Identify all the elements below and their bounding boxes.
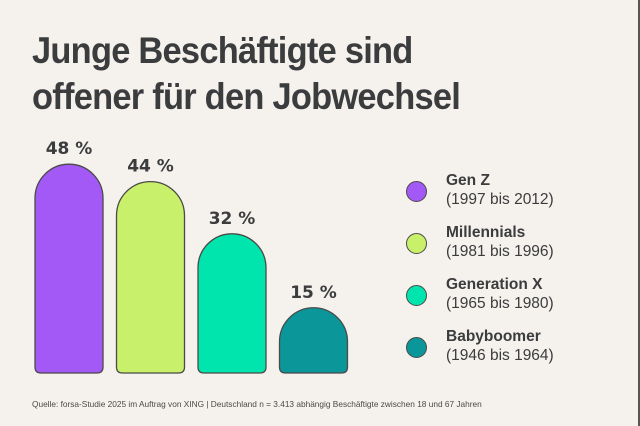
bar-babyboomer (278, 307, 349, 374)
legend-years: (1981 bis 1996) (446, 243, 554, 260)
legend-dot-icon (406, 181, 427, 202)
legend-dot-icon (406, 337, 427, 358)
legend-years: (1965 bis 1980) (446, 295, 554, 312)
legend-dot-icon (406, 233, 427, 254)
source-note: Quelle: forsa-Studie 2025 im Auftrag von… (32, 399, 482, 409)
bar-gen-z (34, 163, 104, 374)
data-label-millennials: 44 % (127, 157, 174, 177)
legend-years: (1997 bis 2012) (446, 191, 554, 208)
legend-dot-icon (406, 285, 427, 306)
legend-years: (1946 bis 1964) (446, 347, 554, 364)
frame-border (638, 0, 640, 426)
legend-name: Millennials (446, 224, 526, 241)
legend-name: Generation X (446, 276, 543, 293)
data-label-babyboomer: 15 % (290, 283, 337, 303)
legend-name: Babyboomer (446, 328, 541, 345)
data-label-gen-z: 48 % (46, 139, 93, 159)
bar-millennials (115, 180, 186, 374)
legend-name: Gen Z (446, 172, 490, 189)
chart-title-line-2: offener für den Jobwechsel (32, 76, 461, 117)
bar-generation-x (197, 233, 267, 374)
data-label-generation-x: 32 % (209, 209, 256, 229)
chart-title: Junge Beschäftigte sind offener für den … (32, 28, 461, 120)
chart-title-line-1: Junge Beschäftigte sind (32, 30, 413, 71)
